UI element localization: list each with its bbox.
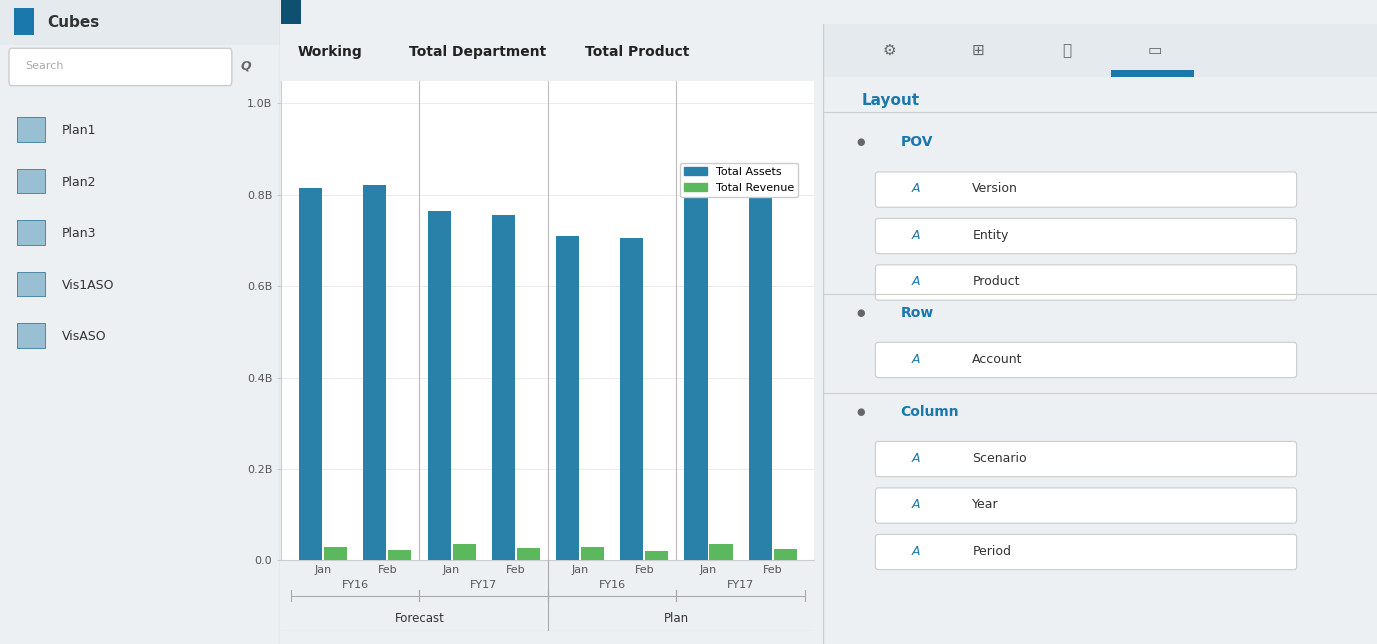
Text: Column: Column: [901, 404, 958, 419]
Text: Search: Search: [25, 61, 63, 71]
Text: Plan1: Plan1: [62, 124, 96, 137]
Bar: [17, 272, 45, 296]
Text: VisASO: VisASO: [62, 330, 106, 343]
Bar: [17, 169, 45, 193]
FancyBboxPatch shape: [10, 48, 231, 86]
Bar: [556, 236, 580, 560]
Text: POV: POV: [901, 135, 932, 149]
Bar: [822, 24, 1377, 77]
Text: Total Product: Total Product: [585, 46, 690, 59]
Bar: [17, 220, 45, 245]
Text: Working: Working: [297, 46, 362, 59]
Text: FY16: FY16: [341, 580, 369, 590]
Text: Version: Version: [972, 182, 1018, 195]
Bar: [388, 550, 412, 560]
Bar: [0, 0, 280, 45]
Bar: [427, 211, 450, 560]
Text: Scenario: Scenario: [972, 451, 1027, 464]
Text: Plan3: Plan3: [62, 227, 96, 240]
Text: Account: Account: [972, 352, 1023, 366]
Bar: [17, 323, 45, 348]
Text: Row: Row: [901, 305, 934, 319]
Text: FY17: FY17: [470, 580, 497, 590]
Text: A: A: [912, 498, 920, 511]
Text: Vis1ASO: Vis1ASO: [62, 279, 114, 292]
Text: A: A: [912, 182, 920, 195]
Bar: [17, 169, 45, 193]
Bar: [749, 196, 771, 560]
FancyBboxPatch shape: [876, 172, 1297, 207]
Bar: [364, 185, 387, 560]
Bar: [17, 117, 45, 142]
Text: Period: Period: [972, 545, 1011, 558]
Text: Product: Product: [972, 275, 1020, 288]
Text: A: A: [912, 229, 920, 242]
Text: Forecast: Forecast: [395, 612, 445, 625]
Bar: [492, 215, 515, 560]
Text: Layout: Layout: [862, 93, 920, 108]
Text: ⚙: ⚙: [883, 43, 896, 58]
Bar: [516, 549, 540, 560]
Text: ⬛: ⬛: [1062, 43, 1071, 58]
Bar: [17, 220, 45, 245]
Bar: [14, 8, 33, 35]
Text: FY17: FY17: [727, 580, 755, 590]
Text: Q: Q: [241, 60, 252, 73]
FancyBboxPatch shape: [876, 343, 1297, 377]
Text: Plan2: Plan2: [62, 176, 96, 189]
Legend: Total Assets, Total Revenue: Total Assets, Total Revenue: [680, 163, 799, 197]
FancyBboxPatch shape: [876, 441, 1297, 477]
Text: A: A: [912, 352, 920, 366]
Text: Year: Year: [972, 498, 1000, 511]
Text: ●: ●: [856, 406, 865, 417]
Bar: [1111, 70, 1194, 77]
Bar: [709, 544, 733, 560]
Text: FY16: FY16: [599, 580, 625, 590]
FancyBboxPatch shape: [876, 488, 1297, 523]
Bar: [17, 117, 45, 142]
Bar: [324, 547, 347, 560]
Bar: [646, 551, 668, 560]
Bar: [281, 0, 302, 24]
Text: Entity: Entity: [972, 229, 1009, 242]
Text: Plan: Plan: [664, 612, 688, 625]
Text: Total Department: Total Department: [409, 46, 547, 59]
Bar: [17, 323, 45, 348]
Bar: [684, 193, 708, 560]
FancyBboxPatch shape: [876, 265, 1297, 300]
Text: A: A: [912, 545, 920, 558]
Bar: [581, 547, 605, 560]
FancyBboxPatch shape: [876, 535, 1297, 570]
Text: ⊞: ⊞: [972, 43, 985, 58]
Text: ▭: ▭: [1148, 43, 1162, 58]
Bar: [299, 188, 322, 560]
Bar: [620, 238, 643, 560]
Text: A: A: [912, 275, 920, 288]
Text: ●: ●: [856, 308, 865, 317]
Text: ●: ●: [856, 137, 865, 147]
FancyBboxPatch shape: [876, 218, 1297, 254]
Bar: [453, 544, 475, 560]
Bar: [774, 549, 797, 560]
Bar: [17, 272, 45, 296]
Text: A: A: [912, 451, 920, 464]
Text: Cubes: Cubes: [48, 15, 101, 30]
